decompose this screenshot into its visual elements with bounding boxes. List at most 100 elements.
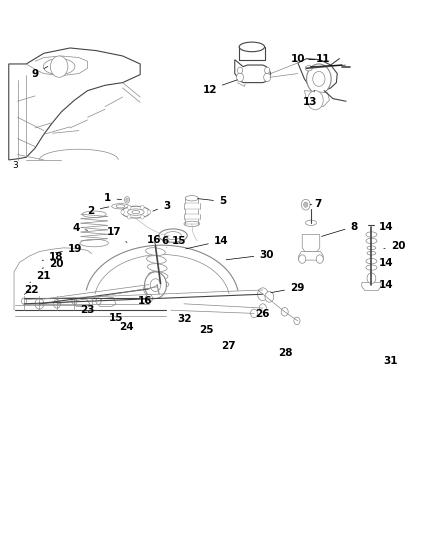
Circle shape (121, 210, 124, 214)
Circle shape (313, 71, 325, 86)
Text: 20: 20 (384, 241, 405, 251)
Ellipse shape (82, 211, 106, 217)
Polygon shape (299, 252, 323, 260)
Text: 20: 20 (42, 259, 64, 269)
Circle shape (294, 317, 300, 325)
Text: 7: 7 (310, 199, 322, 208)
Ellipse shape (149, 280, 169, 287)
Circle shape (237, 73, 244, 82)
Text: 27: 27 (221, 341, 236, 351)
Polygon shape (304, 91, 329, 107)
Circle shape (150, 279, 161, 292)
Ellipse shape (366, 259, 377, 264)
Ellipse shape (305, 220, 316, 225)
Ellipse shape (148, 264, 167, 271)
Ellipse shape (305, 66, 312, 71)
Ellipse shape (148, 272, 168, 279)
Circle shape (96, 298, 101, 304)
Circle shape (251, 309, 258, 318)
Ellipse shape (239, 42, 265, 52)
Text: 23: 23 (80, 305, 94, 315)
Polygon shape (302, 235, 320, 252)
Ellipse shape (147, 256, 166, 263)
Text: 15: 15 (109, 313, 123, 323)
Text: 12: 12 (202, 80, 237, 94)
Circle shape (127, 215, 131, 219)
Circle shape (307, 91, 323, 110)
Circle shape (299, 255, 306, 263)
Ellipse shape (121, 206, 150, 218)
Text: 10: 10 (291, 54, 305, 64)
Ellipse shape (80, 239, 109, 247)
Circle shape (307, 64, 331, 94)
Ellipse shape (116, 205, 125, 208)
Ellipse shape (112, 204, 129, 209)
Text: 32: 32 (177, 314, 192, 324)
Polygon shape (9, 48, 140, 160)
Ellipse shape (43, 59, 75, 75)
Text: 1: 1 (104, 193, 122, 203)
Text: 21: 21 (30, 271, 50, 282)
Text: 14: 14 (379, 280, 394, 290)
Polygon shape (298, 59, 337, 91)
Text: 3: 3 (153, 201, 170, 211)
Circle shape (126, 198, 128, 201)
Ellipse shape (185, 196, 198, 201)
Text: 31: 31 (383, 356, 398, 366)
Text: 13: 13 (303, 91, 318, 107)
Circle shape (367, 273, 376, 284)
Circle shape (301, 199, 310, 210)
Text: 26: 26 (255, 309, 269, 319)
Text: 22: 22 (24, 285, 39, 295)
Circle shape (259, 304, 266, 312)
Circle shape (316, 255, 323, 263)
Circle shape (35, 298, 44, 309)
Ellipse shape (132, 211, 140, 214)
Circle shape (21, 298, 27, 304)
Circle shape (144, 282, 154, 295)
Circle shape (141, 205, 144, 209)
Circle shape (281, 308, 288, 316)
Text: 9: 9 (32, 67, 48, 78)
Text: 17: 17 (107, 227, 127, 243)
Text: 8: 8 (321, 222, 358, 236)
Circle shape (141, 215, 144, 219)
Circle shape (50, 56, 68, 77)
Ellipse shape (366, 238, 377, 244)
Text: 5: 5 (198, 197, 226, 206)
Circle shape (72, 298, 77, 304)
Circle shape (304, 202, 308, 207)
Ellipse shape (159, 229, 187, 242)
Text: 6: 6 (161, 236, 169, 246)
Text: 24: 24 (119, 322, 134, 333)
Polygon shape (362, 282, 381, 290)
Circle shape (237, 67, 243, 74)
Polygon shape (235, 60, 271, 83)
Text: 4: 4 (72, 223, 88, 233)
Ellipse shape (165, 231, 181, 239)
Circle shape (265, 292, 274, 302)
Text: 29: 29 (271, 283, 304, 293)
Ellipse shape (146, 248, 165, 255)
Circle shape (145, 294, 152, 303)
Text: 2: 2 (88, 206, 109, 215)
Ellipse shape (184, 221, 200, 227)
Text: 18: 18 (42, 252, 64, 262)
Ellipse shape (366, 232, 377, 237)
Polygon shape (99, 297, 116, 306)
Text: 14: 14 (186, 236, 228, 249)
Ellipse shape (367, 246, 376, 249)
Circle shape (127, 205, 131, 209)
Text: 16: 16 (138, 296, 152, 306)
Text: 14: 14 (379, 222, 394, 232)
Ellipse shape (366, 265, 377, 270)
Ellipse shape (367, 252, 376, 255)
Text: 28: 28 (278, 348, 293, 358)
Circle shape (264, 73, 271, 82)
Circle shape (258, 288, 268, 301)
Text: 11: 11 (316, 54, 331, 64)
Text: 16: 16 (147, 235, 161, 245)
Text: 19: 19 (55, 245, 82, 254)
Circle shape (124, 197, 130, 203)
Circle shape (147, 210, 151, 214)
